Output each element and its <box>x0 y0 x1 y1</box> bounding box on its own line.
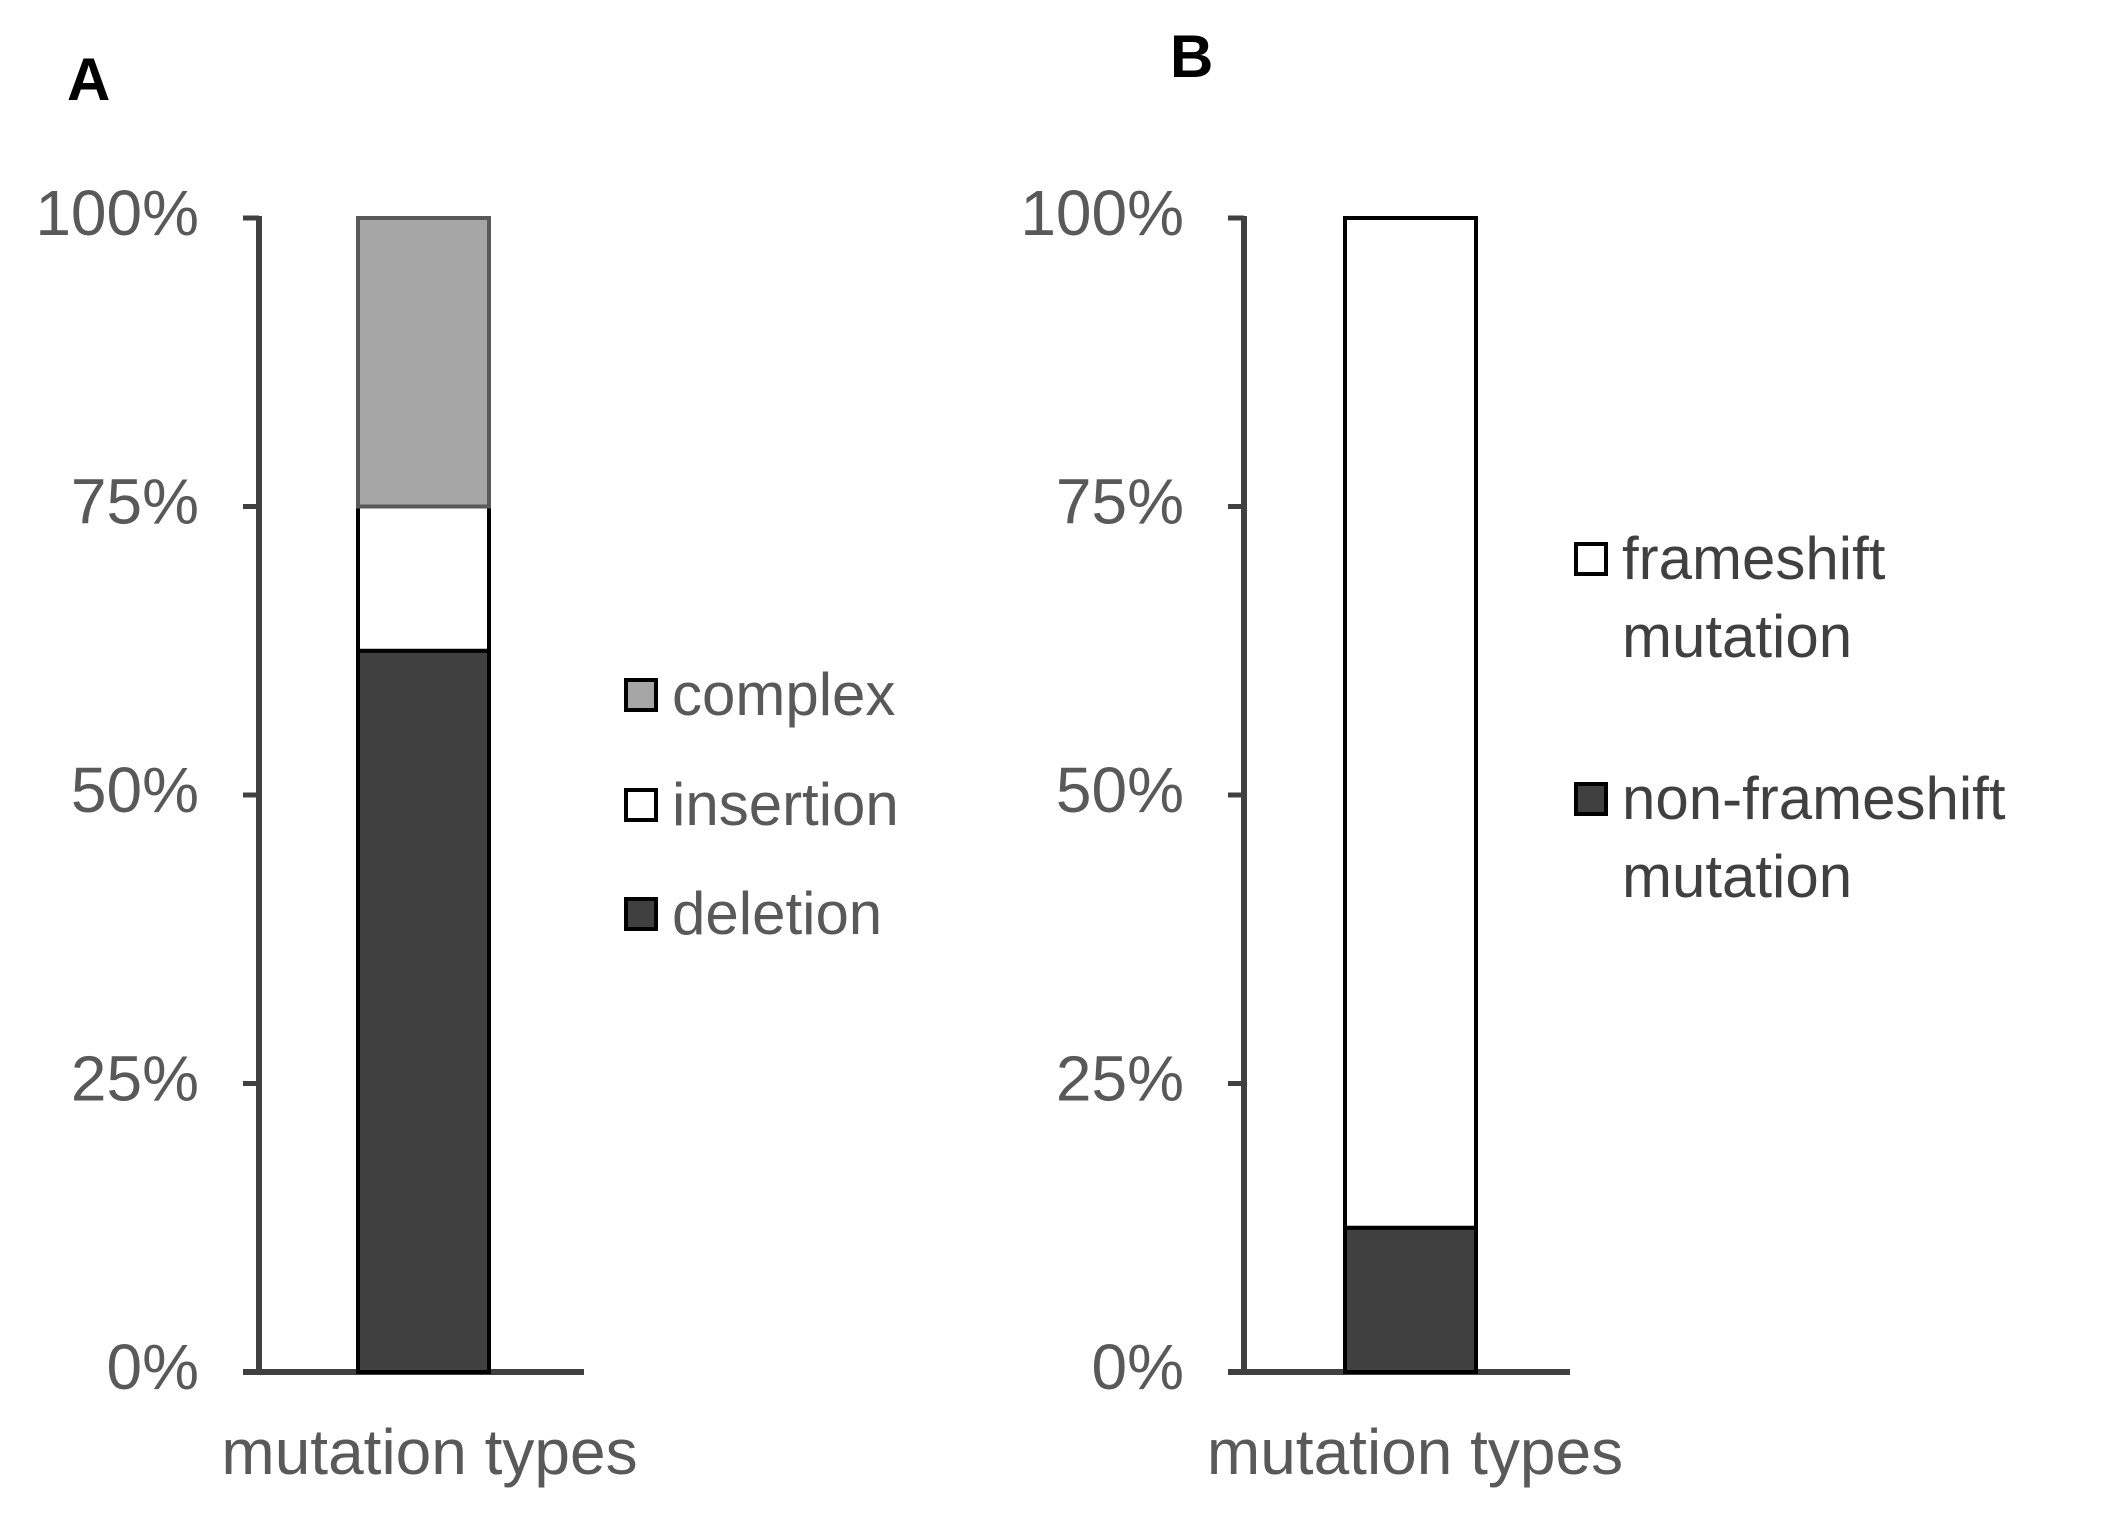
legend-swatch <box>624 678 658 712</box>
legend-swatch <box>624 897 658 931</box>
legend-swatch <box>1574 782 1608 816</box>
legend-label: non-frameshift mutation <box>1622 765 2006 910</box>
y-tick-label: 75% <box>1056 465 1184 537</box>
y-tick-label: 0% <box>107 1331 200 1403</box>
y-tick-label: 50% <box>1056 754 1184 826</box>
y-tick-label: 25% <box>1056 1042 1184 1114</box>
legend-item: insertion <box>624 766 1112 844</box>
legend-item: non-frameshift mutation <box>1574 760 2062 916</box>
legend-swatch <box>1574 542 1608 576</box>
panel-label: A <box>67 46 110 113</box>
x-tick-label: mutation types <box>221 1416 637 1488</box>
bar-segment <box>356 648 491 1374</box>
bar-segment <box>356 504 491 653</box>
legend-item: deletion <box>624 875 1112 953</box>
legend-label: complex <box>672 661 896 728</box>
legend-label: deletion <box>672 880 883 947</box>
y-tick-label: 100% <box>1020 177 1184 249</box>
y-tick-label: 0% <box>1092 1331 1185 1403</box>
y-tick-label: 50% <box>71 754 199 826</box>
legend-item: frameshift mutation <box>1574 520 2062 676</box>
y-tick-label: 75% <box>71 465 199 537</box>
bar-segment <box>356 216 491 509</box>
legend-label: frameshift mutation <box>1622 525 1886 670</box>
bar-segment <box>1343 216 1478 1230</box>
legend-item: complex <box>624 656 1112 734</box>
legend-label: insertion <box>672 771 899 838</box>
bar-segment <box>1343 1225 1478 1374</box>
legend-swatch <box>624 788 658 822</box>
y-tick-label: 25% <box>71 1042 199 1114</box>
y-tick-label: 100% <box>35 177 199 249</box>
panel-label: B <box>1170 23 1213 90</box>
x-tick-label: mutation types <box>1207 1416 1623 1488</box>
